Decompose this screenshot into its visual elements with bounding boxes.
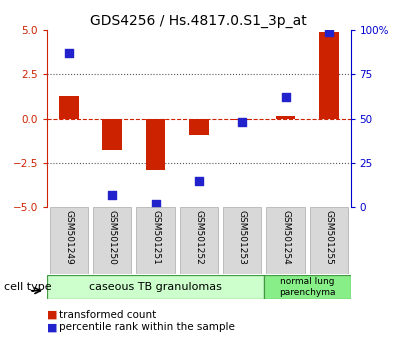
Bar (232, 119, 252, 120)
Text: transformed count: transformed count (59, 310, 156, 320)
FancyBboxPatch shape (136, 207, 174, 274)
FancyBboxPatch shape (47, 275, 263, 299)
Point (195, 178, 202, 183)
Text: normal lung
parenchyma: normal lung parenchyma (278, 278, 335, 297)
FancyBboxPatch shape (222, 207, 261, 274)
Text: GSM501250: GSM501250 (108, 210, 117, 266)
Text: GSM501251: GSM501251 (151, 210, 160, 266)
Point (65, 50, 72, 56)
Bar (146, 119, 165, 170)
Bar (275, 116, 294, 119)
Title: GDS4256 / Hs.4817.0.S1_3p_at: GDS4256 / Hs.4817.0.S1_3p_at (90, 14, 306, 28)
Bar (59, 96, 79, 119)
Text: GSM501249: GSM501249 (64, 210, 73, 265)
Text: GSM501253: GSM501253 (237, 210, 246, 266)
Text: GSM501252: GSM501252 (194, 210, 203, 265)
Text: GSM501255: GSM501255 (324, 210, 333, 266)
Text: ■: ■ (47, 322, 58, 332)
Text: ■: ■ (47, 310, 58, 320)
Point (281, 95, 288, 100)
Point (238, 119, 245, 125)
Bar (189, 119, 208, 135)
FancyBboxPatch shape (49, 207, 88, 274)
Text: caseous TB granulomas: caseous TB granulomas (89, 282, 221, 292)
Point (152, 201, 158, 206)
FancyBboxPatch shape (309, 207, 347, 274)
FancyBboxPatch shape (93, 207, 131, 274)
Text: percentile rank within the sample: percentile rank within the sample (59, 322, 235, 332)
Bar (318, 32, 338, 119)
Point (325, 29, 331, 35)
Text: GSM501254: GSM501254 (280, 210, 289, 265)
Point (109, 192, 115, 198)
FancyBboxPatch shape (263, 275, 350, 299)
Text: cell type: cell type (4, 282, 52, 292)
FancyBboxPatch shape (266, 207, 304, 274)
Bar (102, 119, 121, 150)
FancyBboxPatch shape (179, 207, 218, 274)
